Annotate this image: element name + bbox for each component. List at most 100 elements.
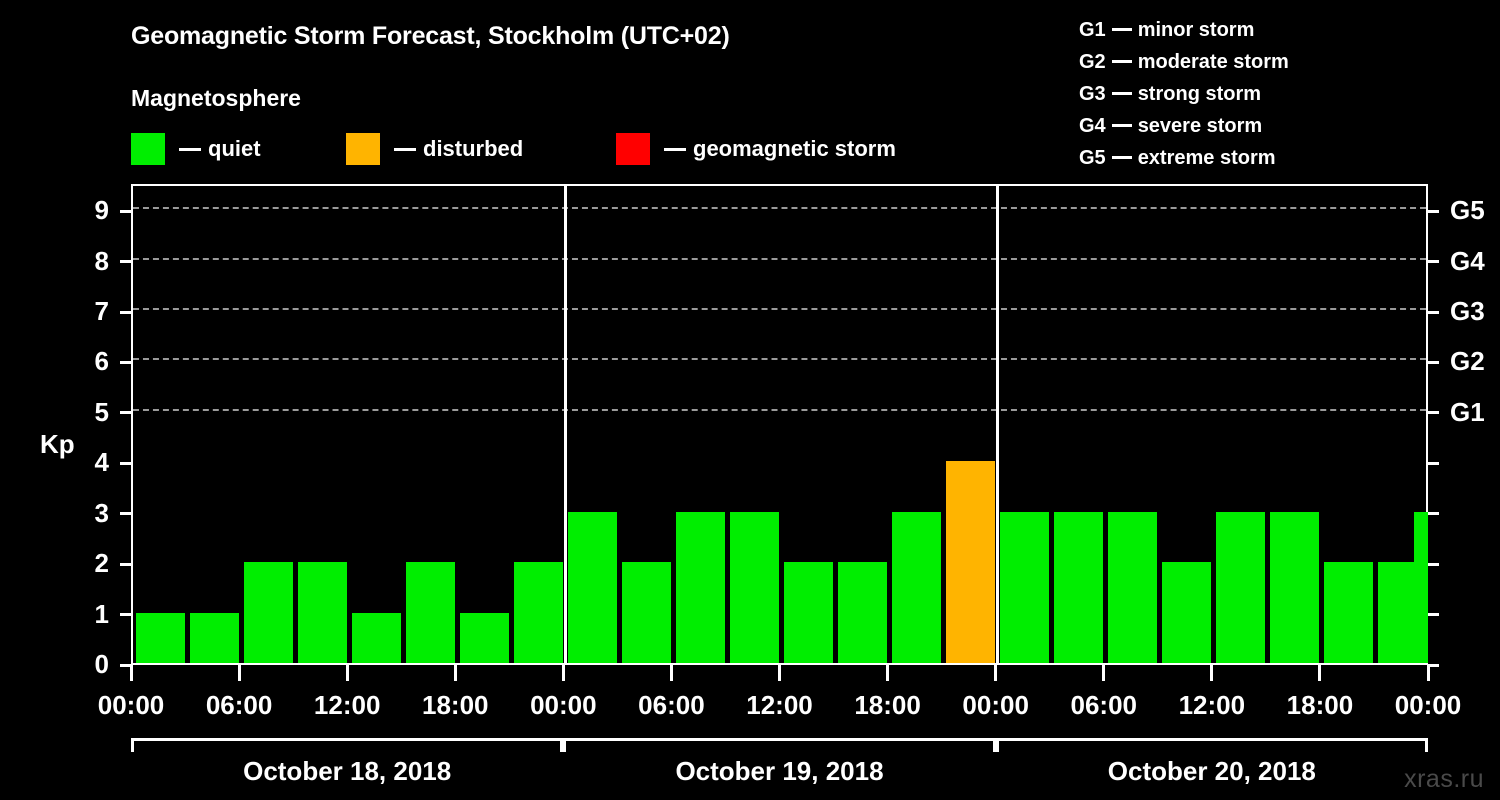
bar	[1054, 511, 1104, 663]
y-axis-label: Kp	[40, 429, 75, 460]
g-tick-label-g4: G4	[1450, 245, 1485, 276]
g-legend-code: G1	[1079, 19, 1106, 41]
date-bracket-1	[131, 738, 564, 752]
g-legend-dash-icon	[1111, 59, 1132, 63]
date-label-3: October 20, 2018	[1107, 756, 1316, 786]
bar	[405, 562, 455, 663]
gridline-kp-6	[133, 358, 1426, 361]
y-tick-1	[120, 613, 131, 617]
red-square-icon	[616, 133, 650, 165]
x-tick-8	[994, 665, 998, 681]
g-legend-row-g2: G2 moderate storm	[1079, 46, 1289, 78]
bar	[135, 612, 185, 663]
gridline-kp-5	[133, 408, 1426, 411]
y-tick-label-3: 3	[94, 497, 109, 528]
x-tick-label-0: 00:00	[97, 690, 165, 720]
g-legend-label: extreme storm	[1137, 147, 1276, 169]
y-tick-0	[120, 663, 131, 667]
bar	[297, 562, 347, 663]
chart-subtitle: Magnetosphere	[131, 85, 301, 111]
g-axis-minor-tick-1	[1428, 613, 1439, 617]
g-legend-row-g1: G1 minor storm	[1079, 14, 1289, 46]
y-tick-label-5: 5	[94, 396, 109, 427]
g-tick-label-g5: G5	[1450, 195, 1485, 226]
g-legend-code: G5	[1079, 147, 1106, 169]
g-tick-g5	[1428, 209, 1439, 213]
day-divider-2	[996, 186, 1000, 663]
x-tick-label-7: 18:00	[854, 690, 921, 720]
legend-dash-icon	[179, 147, 201, 151]
g-legend-row-g4: G4 severe storm	[1079, 110, 1289, 142]
gridline-kp-8	[133, 257, 1426, 260]
x-tick-label-2: 12:00	[313, 690, 381, 720]
page-title: Geomagnetic Storm Forecast, Stockholm (U…	[131, 22, 730, 50]
g-legend-label: severe storm	[1137, 115, 1263, 137]
legend-label: geomagnetic storm	[693, 136, 896, 161]
bar	[513, 562, 563, 663]
day-divider-1	[563, 186, 567, 663]
bar	[1108, 511, 1158, 663]
g-legend-code: G2	[1079, 51, 1106, 73]
green-square-icon	[131, 133, 165, 165]
x-tick-label-3: 18:00	[422, 690, 489, 720]
x-tick-label-12: 00:00	[1394, 690, 1462, 720]
g-tick-g1	[1428, 411, 1439, 415]
g-legend-dash-icon	[1111, 91, 1132, 95]
g-legend-code: G3	[1079, 83, 1106, 105]
x-tick-2	[345, 665, 349, 681]
y-tick-label-9: 9	[94, 195, 109, 226]
g-axis-minor-tick-4	[1428, 461, 1439, 465]
g-tick-label-g1: G1	[1450, 396, 1485, 427]
gridline-kp-9	[133, 207, 1426, 210]
y-tick-4	[120, 461, 131, 465]
g-axis-minor-tick-3	[1428, 512, 1439, 516]
y-tick-9	[120, 209, 131, 213]
g-tick-label-g3: G3	[1450, 296, 1485, 327]
x-tick-9	[1102, 665, 1106, 681]
x-tick-label-6: 12:00	[746, 690, 813, 720]
legend-entry-geomagnetic-storm: geomagnetic storm	[616, 132, 896, 166]
g-tick-g3	[1428, 310, 1439, 314]
g-legend-row-g3: G3 strong storm	[1079, 78, 1289, 110]
g-axis-minor-tick-0	[1428, 663, 1439, 667]
g-tick-label-g2: G2	[1450, 346, 1485, 377]
bar	[1162, 562, 1212, 663]
bar	[729, 511, 779, 663]
x-tick-0	[129, 665, 133, 681]
legend-dash-icon	[394, 147, 416, 151]
bar	[1270, 511, 1320, 663]
bar	[459, 612, 509, 663]
y-tick-5	[120, 411, 131, 415]
bar	[1216, 511, 1266, 663]
x-tick-12	[1426, 665, 1430, 681]
g-tick-g4	[1428, 260, 1439, 264]
x-tick-label-8: 00:00	[962, 690, 1029, 720]
bar	[946, 461, 996, 663]
y-tick-label-0: 0	[94, 649, 109, 679]
x-tick-label-11: 18:00	[1286, 690, 1354, 720]
orange-square-icon	[346, 133, 380, 165]
bar	[621, 562, 671, 663]
y-tick-label-2: 2	[94, 548, 109, 579]
bar	[351, 612, 401, 663]
date-label-2: October 19, 2018	[675, 756, 884, 786]
g-legend-dash-icon	[1111, 155, 1132, 159]
x-tick-5	[669, 665, 673, 681]
date-bracket-3	[995, 738, 1428, 752]
date-label-1: October 18, 2018	[243, 756, 452, 786]
plot-area	[131, 184, 1428, 665]
bar	[567, 511, 617, 663]
g-axis-minor-tick-2	[1428, 562, 1439, 566]
g-legend-dash-icon	[1111, 27, 1132, 31]
bar	[784, 562, 834, 663]
x-tick-1	[237, 665, 241, 681]
legend-label: quiet	[208, 136, 261, 161]
g-scale-legend: G1 minor storm G2 moderate storm G3 strong st…	[1079, 14, 1289, 174]
x-tick-11	[1318, 665, 1322, 681]
y-tick-label-6: 6	[94, 346, 109, 377]
g-legend-dash-icon	[1111, 123, 1132, 127]
x-tick-label-4: 00:00	[530, 690, 597, 720]
bar	[243, 562, 293, 663]
y-tick-7	[120, 310, 131, 314]
g-legend-label: strong storm	[1137, 83, 1262, 105]
